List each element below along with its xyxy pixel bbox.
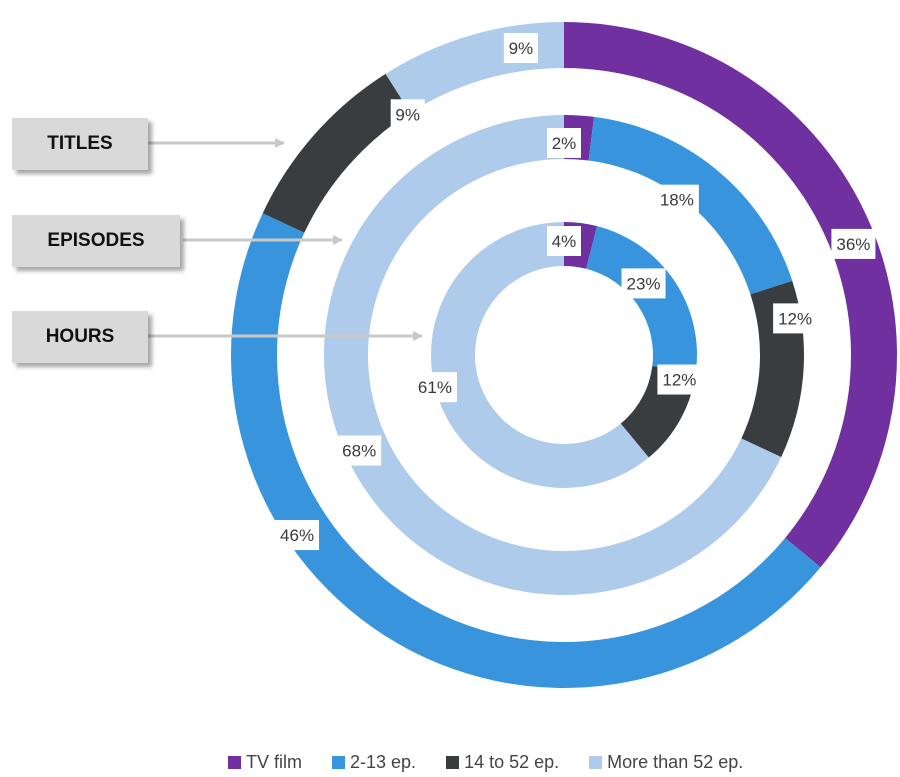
episodes-data-label-0: 2%: [547, 128, 581, 158]
hours-slice-1: [586, 226, 697, 372]
hours-slice-3: [431, 222, 649, 488]
titles-slice-1: [230, 213, 821, 689]
legend-label-2-13-ep: 2-13 ep.: [350, 752, 417, 772]
svg-text:36%: 36%: [836, 235, 870, 254]
legend-swatch-tv-film: [228, 756, 241, 769]
svg-text:68%: 68%: [342, 442, 376, 461]
legend-item-2-13-ep: 2-13 ep.: [332, 752, 416, 773]
legend-item-14-to-52-ep: 14 to 52 ep.: [446, 752, 559, 773]
legend-item-tv-film: TV film: [228, 752, 302, 773]
episodes-slice-1: [588, 116, 793, 295]
titles-slice-0: [564, 22, 898, 568]
episodes-data-label-1: 18%: [654, 184, 699, 215]
svg-text:12%: 12%: [662, 371, 696, 390]
legend-swatch-14-to-52-ep: [446, 756, 460, 769]
svg-text:9%: 9%: [395, 105, 420, 124]
legend-label-more-than-52-ep: More than 52 ep.: [607, 752, 744, 772]
titles-slice-2: [262, 73, 411, 233]
titles-data-label-3: 9%: [503, 33, 538, 64]
legend-label-14-to-52-ep: 14 to 52 ep.: [464, 752, 560, 772]
legend-label-tv-film: TV film: [246, 752, 302, 772]
ring-pointer-arrows: [148, 138, 423, 341]
svg-text:18%: 18%: [660, 191, 694, 210]
episodes-ring-label: EPISODES: [12, 215, 180, 267]
hours-data-label-0: 4%: [547, 226, 581, 256]
svg-text:46%: 46%: [280, 526, 314, 545]
titles-data-label-1: 46%: [275, 520, 320, 551]
svg-text:2%: 2%: [552, 134, 577, 153]
episodes-data-label-3: 68%: [337, 435, 382, 466]
svg-text:9%: 9%: [509, 39, 534, 58]
legend-item-more-than-52-ep: More than 52 ep.: [589, 752, 743, 773]
svg-text:4%: 4%: [552, 232, 577, 251]
svg-text:23%: 23%: [627, 274, 661, 293]
episodes-data-label-2: 12%: [773, 303, 818, 334]
hours-data-label-3: 61%: [412, 372, 457, 403]
titles-data-label-0: 36%: [831, 228, 876, 259]
hours-ring-label: HOURS: [12, 311, 148, 363]
titles-ring-label: TITLES: [12, 118, 148, 170]
hours-data-label-1: 23%: [621, 268, 666, 299]
legend-swatch-more-than-52-ep: [589, 756, 603, 769]
hours-data-label-2: 12%: [657, 364, 702, 395]
svg-text:61%: 61%: [418, 378, 452, 397]
titles-data-label-2: 9%: [390, 99, 425, 130]
svg-text:12%: 12%: [778, 309, 812, 328]
chart-legend: TV film 2-13 ep. 14 to 52 ep. More than …: [228, 752, 743, 773]
legend-swatch-2-13-ep: [332, 756, 345, 769]
